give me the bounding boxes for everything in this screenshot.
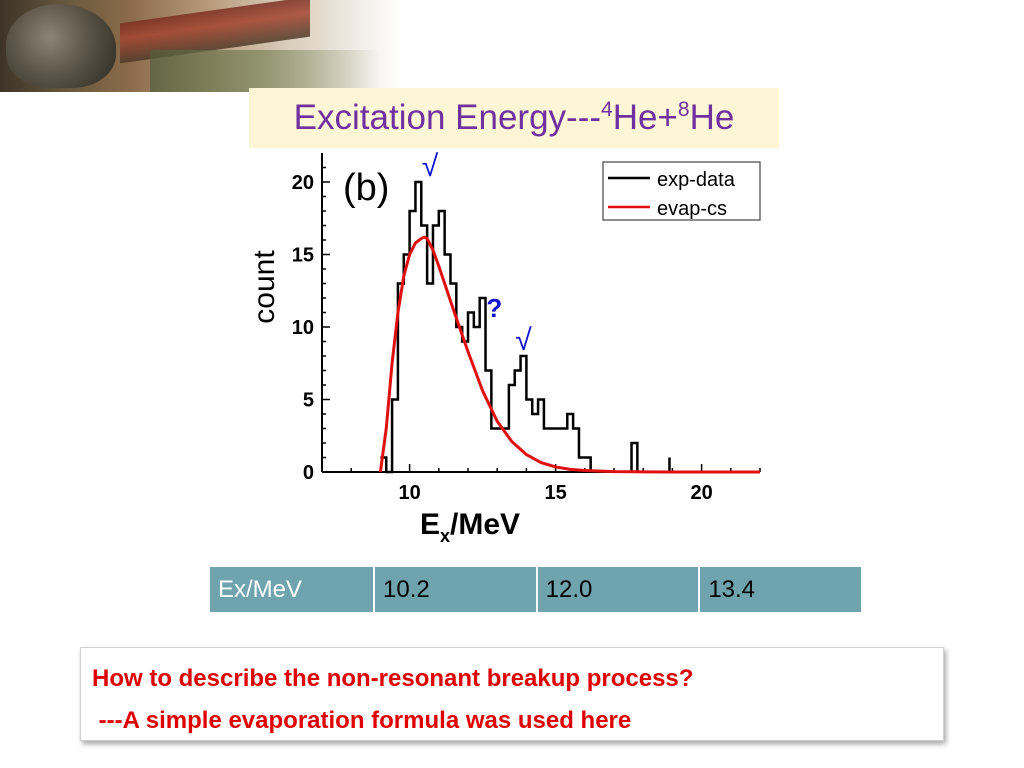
title-mid: He+ (612, 98, 678, 137)
y-tick-label: 15 (292, 245, 314, 267)
check-annotation: √ (422, 150, 439, 183)
check-annotation: √ (515, 324, 532, 357)
x-tick-label: 10 (398, 482, 420, 504)
legend-box (602, 161, 761, 221)
question-annotation: ? (486, 293, 502, 323)
y-tick-label: 20 (292, 172, 314, 194)
note-line-answer: ---A simple evaporation formula was used… (92, 707, 632, 734)
title-sup-8: 8 (677, 98, 690, 121)
results-table: Ex/MeV 10.2 12.0 13.4 (208, 565, 863, 614)
legend: exp-data evap-cs (602, 161, 761, 221)
title-sup-4: 4 (601, 98, 613, 121)
plot-area: 10 15 20 0 5 10 15 20 √? √ (292, 150, 761, 504)
series-exp-data-line (380, 180, 592, 474)
title-suffix: He (689, 98, 735, 137)
table-header-cell: Ex/MeV (208, 565, 375, 614)
note-box: How to describe the non-resonant breakup… (80, 647, 944, 741)
title-prefix: Excitation Energy--- (293, 98, 601, 137)
table-cell: 12.0 (535, 565, 701, 614)
x-axis-label-sub: x (440, 526, 450, 546)
series-exp-data-spike (630, 441, 639, 472)
table-cell: 13.4 (698, 565, 863, 614)
legend-label-exp-data: exp-data (657, 169, 736, 191)
slide-title: Excitation Energy---4He+8He (249, 88, 779, 148)
x-tick-label: 20 (690, 482, 712, 504)
table-row: Ex/MeV 10.2 12.0 13.4 (208, 565, 863, 614)
trees-image (150, 50, 380, 92)
y-tick-label: 0 (303, 462, 314, 484)
y-tick-label: 5 (303, 390, 314, 412)
panel-label: (b) (343, 167, 389, 209)
x-tick-label: 15 (544, 482, 566, 504)
header-banner-image (0, 0, 400, 92)
series-evap-cs-line (378, 235, 760, 474)
table-cell: 10.2 (373, 565, 538, 614)
legend-label-evap-cs: evap-cs (657, 198, 727, 220)
note-line-question: How to describe the non-resonant breakup… (92, 665, 694, 692)
excitation-energy-chart: 10 15 20 0 5 10 15 20 √? √ (b) count Ex/MeV exp-d… (248, 150, 761, 546)
x-axis-label: Ex/MeV (420, 508, 520, 546)
x-axis-label-main: E (420, 508, 440, 541)
y-tick-label: 10 (292, 317, 314, 339)
y-axis-label: count (248, 250, 281, 324)
stone-lion-image (6, 4, 116, 88)
x-axis-label-rest: /MeV (450, 508, 520, 541)
